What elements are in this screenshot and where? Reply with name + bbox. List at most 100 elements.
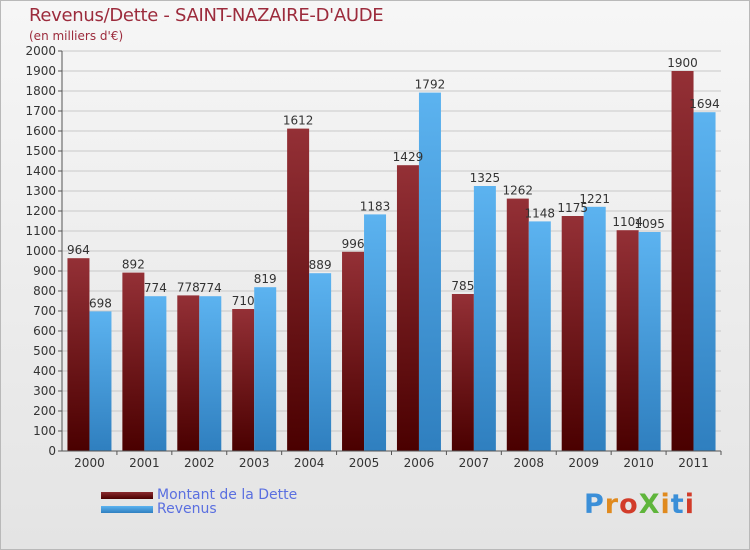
- bars: [67, 71, 716, 451]
- chart-title: Revenus/Dette - SAINT-NAZAIRE-D'AUDE: [29, 5, 384, 26]
- bar-revenus: [473, 186, 496, 451]
- legend-label-revenus: Revenus: [157, 501, 217, 517]
- bar-dette: [561, 216, 584, 451]
- value-label-revenus: 819: [254, 272, 277, 286]
- x-tick-label: 2005: [349, 456, 380, 470]
- value-label-dette: 778: [177, 280, 200, 294]
- bar-revenus: [309, 273, 332, 451]
- y-tick-label: 900: [33, 264, 56, 278]
- value-label-dette: 1104: [612, 215, 643, 229]
- logo-letter: r: [604, 489, 620, 520]
- value-label-revenus: 1148: [525, 206, 556, 220]
- logo-letter: i: [660, 489, 671, 520]
- y-tick-label: 700: [33, 304, 56, 318]
- legend-item-debt: Montant de la Dette: [101, 487, 298, 503]
- bar-revenus: [89, 311, 112, 451]
- y-tick-label: 1300: [25, 184, 56, 198]
- y-tick-label: 200: [33, 404, 56, 418]
- y-tick-label: 1500: [25, 144, 56, 158]
- logo-letter: X: [638, 489, 661, 520]
- bar-dette: [396, 165, 419, 451]
- value-label-revenus: 1221: [579, 192, 610, 206]
- logo-letter: o: [619, 489, 639, 520]
- bar-revenus: [583, 206, 606, 451]
- x-tick-label: 2011: [678, 456, 709, 470]
- x-tick-label: 2002: [184, 456, 215, 470]
- value-label-dette: 1900: [667, 56, 698, 70]
- bar-dette: [506, 198, 529, 451]
- x-tick-label: 2006: [404, 456, 435, 470]
- bar-dette: [232, 309, 255, 451]
- value-label-revenus: 774: [144, 281, 167, 295]
- x-tick-label: 2000: [74, 456, 105, 470]
- value-label-revenus: 1694: [689, 97, 720, 111]
- bar-revenus: [693, 112, 716, 451]
- y-tick-label: 2000: [25, 44, 56, 58]
- x-tick-label: 2009: [568, 456, 599, 470]
- value-label-revenus: 1325: [470, 171, 501, 185]
- value-label-dette: 1175: [557, 201, 588, 215]
- proxiti-logo: ProXiti: [584, 489, 695, 520]
- y-tick-label: 1000: [25, 244, 56, 258]
- value-label-revenus: 698: [89, 296, 112, 310]
- y-tick-label: 400: [33, 364, 56, 378]
- y-tick-label: 500: [33, 344, 56, 358]
- axes: 0 100 200 300 400 500 600 700 800 900 1000 1100 1200…: [25, 44, 722, 470]
- value-label-revenus: 774: [199, 281, 222, 295]
- value-label-dette: 996: [342, 237, 365, 251]
- bar-revenus: [418, 92, 441, 451]
- value-label-dette: 1262: [503, 184, 534, 198]
- y-tick-label: 600: [33, 324, 56, 338]
- y-tick-label: 800: [33, 284, 56, 298]
- value-label-dette: 710: [232, 294, 255, 308]
- chart-subtitle: (en milliers d'€): [29, 29, 124, 43]
- x-tick-label: 2010: [623, 456, 654, 470]
- y-tick-label: 1600: [25, 124, 56, 138]
- bar-dette: [287, 128, 310, 451]
- bar-dette: [616, 230, 639, 451]
- y-tick-label: 300: [33, 384, 56, 398]
- y-tick-label: 0: [48, 444, 56, 458]
- legend-swatch-revenus: [101, 505, 153, 513]
- y-tick-label: 100: [33, 424, 56, 438]
- bar-revenus: [254, 287, 277, 451]
- value-label-dette: 1429: [393, 150, 424, 164]
- legend-item-revenus: Revenus: [101, 501, 217, 517]
- value-label-revenus: 1183: [360, 199, 391, 213]
- y-tick-label: 1200: [25, 204, 56, 218]
- value-label-revenus: 889: [309, 258, 332, 272]
- bar-revenus: [638, 232, 661, 451]
- gridlines: [62, 50, 721, 452]
- value-label-revenus: 1792: [415, 78, 446, 92]
- logo-letter: P: [584, 489, 605, 520]
- y-tick-label: 1800: [25, 84, 56, 98]
- x-tick-label: 2003: [239, 456, 270, 470]
- legend-label-debt: Montant de la Dette: [157, 487, 298, 503]
- legend-swatch-debt: [101, 491, 153, 499]
- bar-dette: [67, 258, 90, 451]
- x-tick-label: 2004: [294, 456, 325, 470]
- bar-dette: [122, 272, 145, 451]
- logo-letter: t: [670, 489, 685, 520]
- bar-revenus: [199, 296, 222, 451]
- bar-dette: [342, 251, 365, 451]
- bar-revenus: [528, 221, 551, 451]
- y-tick-label: 1700: [25, 104, 56, 118]
- x-tick-label: 2001: [129, 456, 160, 470]
- value-label-dette: 1612: [283, 114, 314, 128]
- y-tick-label: 1100: [25, 224, 56, 238]
- x-tick-label: 2008: [514, 456, 545, 470]
- bar-dette: [671, 71, 694, 451]
- bar-revenus: [364, 214, 387, 451]
- bar-dette: [177, 295, 200, 451]
- logo-letter: i: [684, 489, 695, 520]
- value-label-revenus: 1095: [634, 217, 665, 231]
- value-label-dette: 964: [67, 243, 90, 257]
- x-tick-label: 2007: [459, 456, 490, 470]
- y-tick-label: 1900: [25, 64, 56, 78]
- y-tick-label: 1400: [25, 164, 56, 178]
- bar-revenus: [144, 296, 167, 451]
